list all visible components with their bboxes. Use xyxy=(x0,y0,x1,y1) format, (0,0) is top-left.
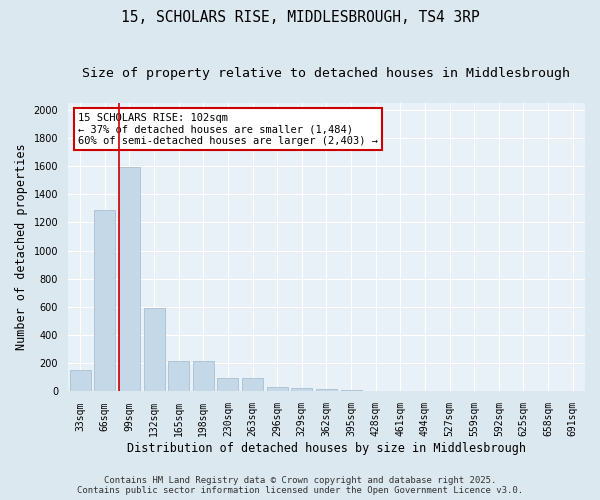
Bar xyxy=(365,391,386,392)
Bar xyxy=(341,390,362,392)
Text: 15, SCHOLARS RISE, MIDDLESBROUGH, TS4 3RP: 15, SCHOLARS RISE, MIDDLESBROUGH, TS4 3R… xyxy=(121,10,479,25)
Bar xyxy=(217,378,238,392)
Bar xyxy=(292,388,312,392)
Bar xyxy=(168,361,189,392)
Title: Size of property relative to detached houses in Middlesbrough: Size of property relative to detached ho… xyxy=(82,68,571,80)
Bar xyxy=(267,387,287,392)
Bar xyxy=(143,308,164,392)
X-axis label: Distribution of detached houses by size in Middlesbrough: Distribution of detached houses by size … xyxy=(127,442,526,455)
Bar xyxy=(316,390,337,392)
Bar xyxy=(94,210,115,392)
Bar xyxy=(242,378,263,392)
Bar xyxy=(193,361,214,392)
Bar xyxy=(119,168,140,392)
Text: 15 SCHOLARS RISE: 102sqm
← 37% of detached houses are smaller (1,484)
60% of sem: 15 SCHOLARS RISE: 102sqm ← 37% of detach… xyxy=(78,112,378,146)
Bar xyxy=(70,370,91,392)
Text: Contains HM Land Registry data © Crown copyright and database right 2025.
Contai: Contains HM Land Registry data © Crown c… xyxy=(77,476,523,495)
Y-axis label: Number of detached properties: Number of detached properties xyxy=(15,144,28,350)
